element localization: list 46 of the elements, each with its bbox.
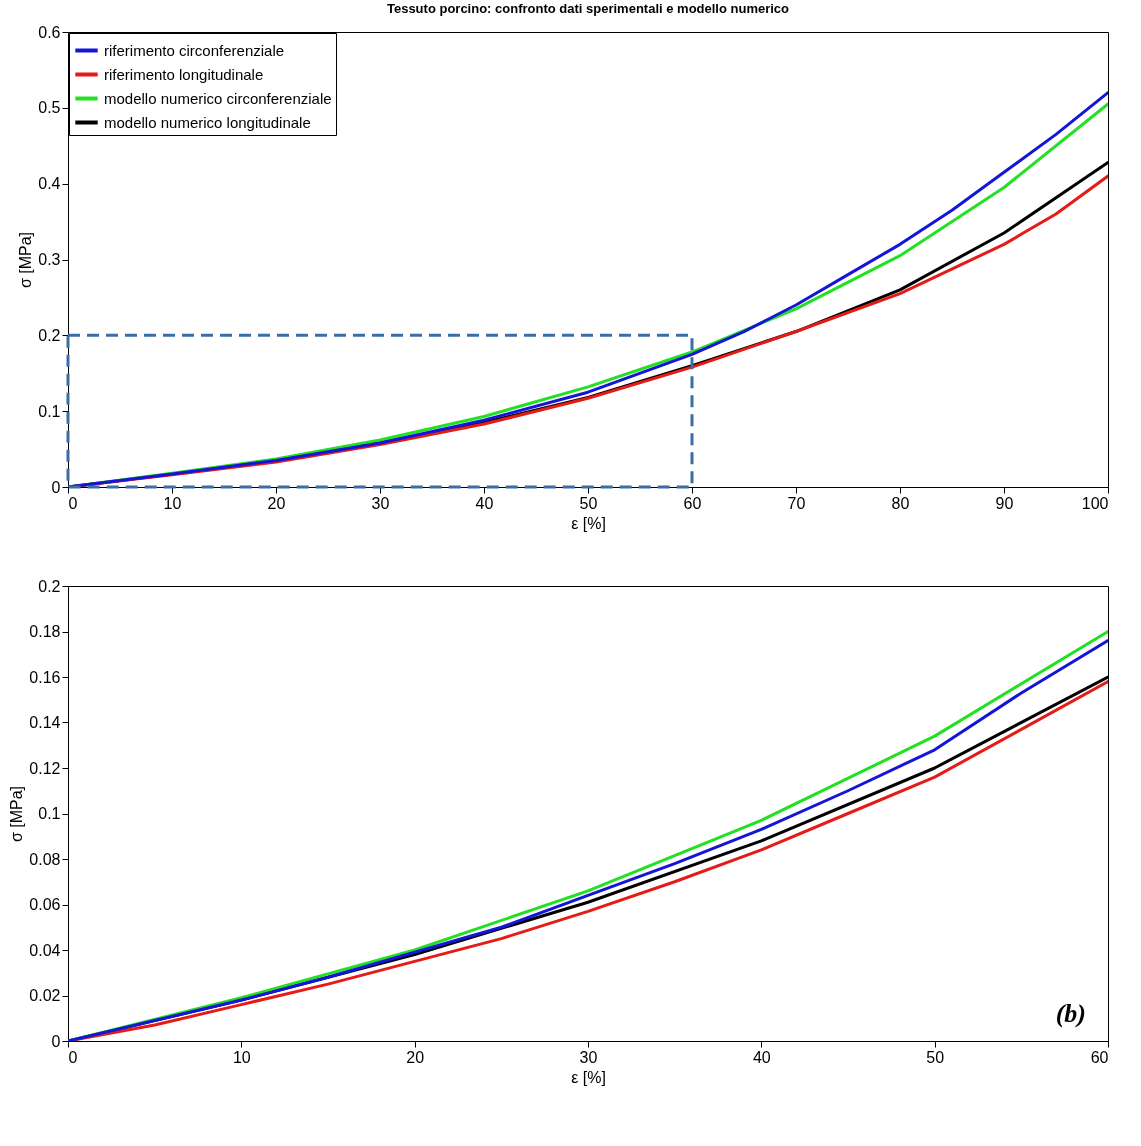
y-axis-title: σ [MPa] [8,785,26,843]
y-tick-label: 0.02 [29,987,61,1004]
y-tick-label: 0.3 [38,251,61,268]
y-tick-label: 0.2 [38,326,61,344]
y-tick-label: 0 [51,478,61,496]
legend-label: riferimento longitudinale [104,65,264,83]
x-tick-label: 60 [683,494,702,512]
x-tick-label: 50 [926,1048,945,1066]
legend-label: modello numerico longitudinale [104,113,311,131]
y-tick-label: 0.1 [38,805,61,822]
y-tick-label: 0.5 [38,99,61,117]
y-tick-label: 0.06 [29,896,61,913]
y-tick-label: 0.16 [29,668,61,686]
legend-label: riferimento circonferenziale [104,41,285,59]
y-tick-label: 0 [51,1032,61,1050]
x-tick-label: 30 [579,1048,598,1066]
x-axis-title: ε [%] [571,514,606,532]
y-tick-label: 0.12 [29,759,61,777]
y-tick-label: 0.6 [38,23,61,41]
y-tick-label: 0.1 [38,402,61,420]
x-axis-title: ε [%] [571,1068,606,1086]
x-tick-label: 90 [995,494,1014,512]
chart-title: Tessuto porcino: confronto dati sperimentali e modello numerico [386,1,790,16]
x-tick-label: 100 [1081,494,1109,512]
x-tick-label: 80 [891,494,910,512]
y-tick-label: 0.04 [29,941,61,959]
x-tick-label: 30 [371,494,390,512]
x-tick-label: 20 [267,494,286,512]
y-axis-title: σ [MPa] [17,231,35,289]
y-tick-label: 0.4 [38,175,61,193]
x-tick-label: 10 [163,494,182,512]
x-tick-label: 50 [579,494,598,512]
y-tick-label: 0.08 [29,850,61,868]
x-tick-label: 70 [787,494,806,512]
y-tick-label: 0.14 [29,714,61,731]
x-tick-label: 0 [68,1048,78,1066]
legend-label: modello numerico circonferenziale [104,89,332,107]
x-tick-label: 40 [752,1048,771,1066]
x-tick-label: 60 [1090,1048,1109,1066]
x-tick-label: 0 [68,494,78,512]
y-tick-label: 0.18 [29,623,61,640]
y-tick-label: 0.2 [38,577,61,595]
x-tick-label: 40 [475,494,494,512]
annotation: (b) [1055,999,1086,1028]
x-tick-label: 20 [406,1048,425,1066]
x-tick-label: 10 [232,1048,251,1066]
